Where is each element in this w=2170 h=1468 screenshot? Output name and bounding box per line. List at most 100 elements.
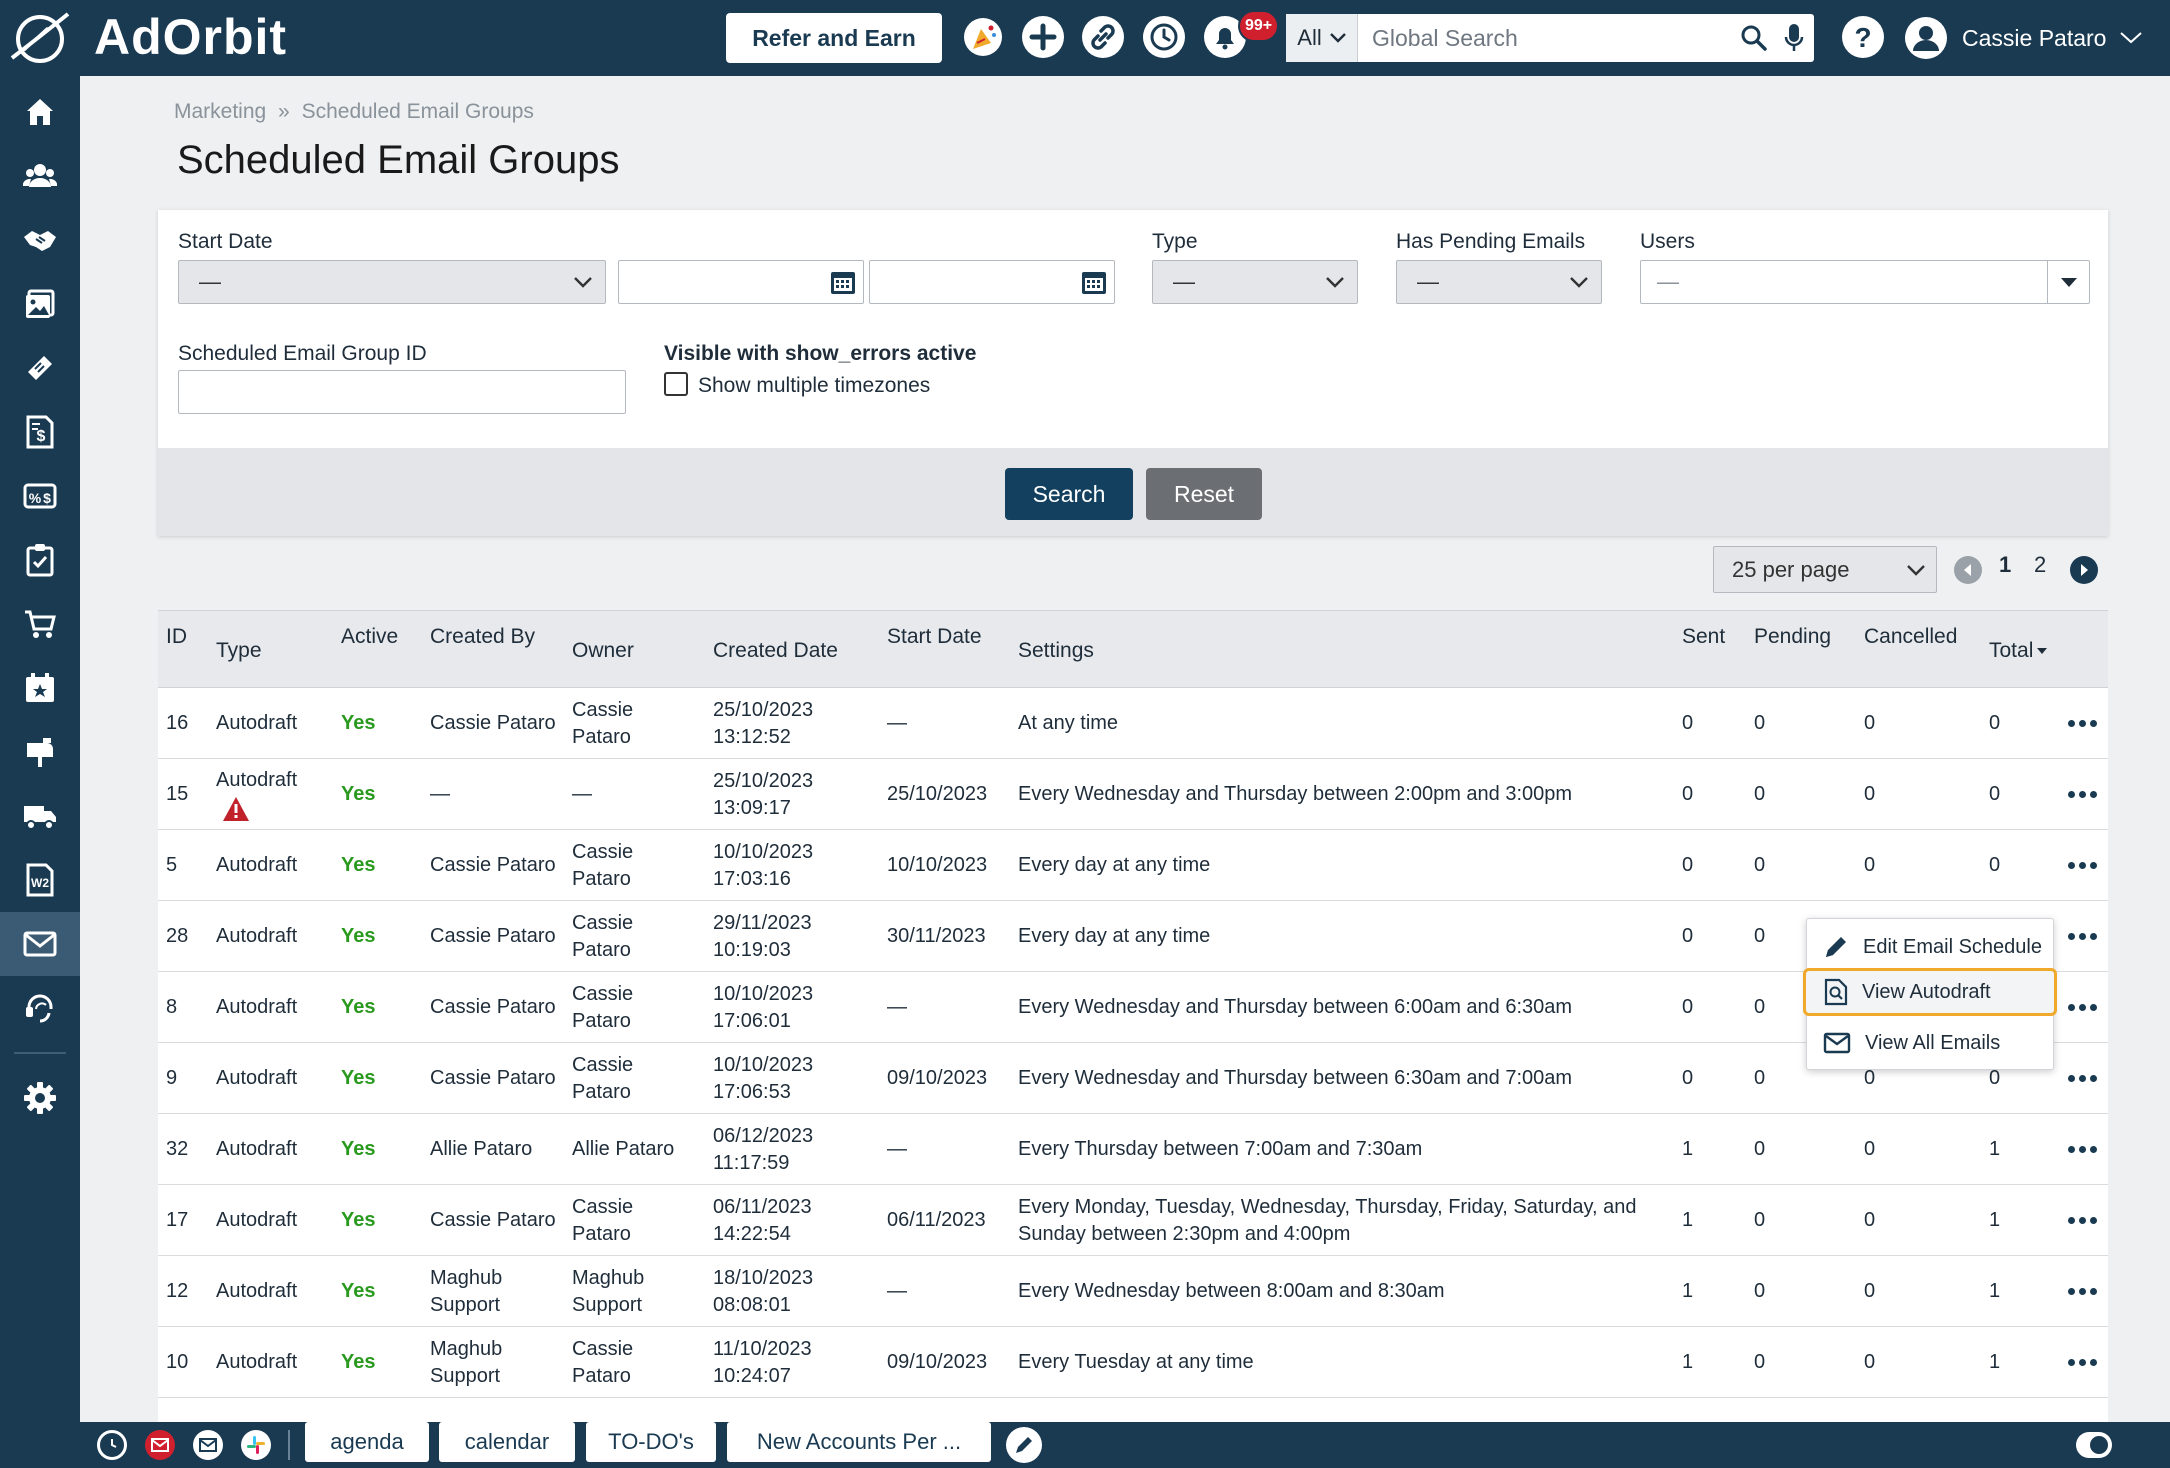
search-button[interactable]: Search [1005,468,1133,520]
mailbox-icon[interactable] [0,720,80,784]
col-settings[interactable]: Settings [1018,639,1094,662]
prev-page-icon[interactable] [1954,556,1982,584]
col-total[interactable]: Total [1989,639,2048,663]
inbox-icon[interactable] [193,1430,223,1460]
slack-icon[interactable] [241,1430,271,1460]
bell-icon[interactable] [1202,14,1248,60]
tab-new-accounts[interactable]: New Accounts Per ... [727,1422,991,1462]
app-logo[interactable]: AdOrbit [8,8,287,66]
invoice-icon[interactable]: $ [0,400,80,464]
page-1[interactable]: 1 [1999,552,2012,577]
row-actions-icon[interactable] [2068,1185,2097,1256]
row-actions-icon[interactable] [2068,1043,2097,1114]
mail-red-icon[interactable] [145,1430,175,1460]
history-icon[interactable] [1141,14,1187,60]
cell-total: 0 [1989,830,2000,901]
calendar-star-icon[interactable] [0,656,80,720]
col-sent[interactable]: Sent [1682,625,1726,648]
user-menu[interactable]: Cassie Pataro [1904,16,2143,60]
cell-line: 06/11/2023 [713,1195,812,1218]
start-date-to-input[interactable] [869,260,1115,304]
per-page-select[interactable]: 25 per page [1713,546,1937,593]
col-created-date[interactable]: Created Date [713,639,838,662]
group-id-input[interactable] [178,370,626,414]
col-owner[interactable]: Owner [572,639,634,662]
refer-and-earn-button[interactable]: Refer and Earn [726,13,942,63]
menu-view-all-emails[interactable]: View All Emails [1807,1019,2053,1067]
home-icon[interactable] [0,80,80,144]
tab-agenda[interactable]: agenda [305,1422,429,1462]
row-actions-icon[interactable] [2068,972,2097,1043]
col-created-by[interactable]: Created By [430,625,536,648]
show-multiple-timezones-checkbox[interactable] [664,372,688,396]
breadcrumb-marketing[interactable]: Marketing [174,100,267,123]
menu-edit-email-schedule[interactable]: Edit Email Schedule [1807,923,2053,971]
delivery-truck-icon[interactable] [0,784,80,848]
table-row[interactable]: 9 Autodraft Yes Cassie Pataro Cassie Pataro 10… [158,1043,2108,1114]
table-row[interactable]: 16 Autodraft Yes Cassie Pataro Cassie Pataro 2… [158,688,2108,759]
reset-button[interactable]: Reset [1146,468,1262,520]
tab-calendar[interactable]: calendar [439,1422,575,1462]
edit-circle-icon[interactable] [1006,1427,1042,1463]
cell-line: Allie Pataro [572,1138,675,1160]
row-actions-icon[interactable] [2068,1256,2097,1327]
tasks-icon[interactable] [0,528,80,592]
next-page-icon[interactable] [2070,556,2098,584]
settings-icon[interactable] [0,1066,80,1130]
warning-icon[interactable] [222,796,250,822]
table-row[interactable]: 5 Autodraft Yes Cassie Pataro Cassie Pataro 10… [158,830,2108,901]
start-date-select[interactable]: — [178,260,606,304]
help-icon[interactable]: ? [1840,14,1886,60]
table-row[interactable]: 17 Autodraft Yes Cassie Pataro Cassie Pataro 0… [158,1185,2108,1256]
row-actions-icon[interactable] [2068,688,2097,759]
has-pending-emails-select[interactable]: — [1396,260,1602,304]
media-icon[interactable] [0,272,80,336]
tab-todos[interactable]: TO-DO's [586,1422,716,1462]
row-actions-icon[interactable] [2068,830,2097,901]
show-multiple-timezones-label[interactable]: Show multiple timezones [698,374,931,397]
table-row[interactable]: 28 Autodraft Yes Cassie Pataro Cassie Pataro 2… [158,901,2108,972]
toggle-icon[interactable] [2076,1432,2112,1458]
global-search-input[interactable]: Global Search [1372,24,1518,51]
row-actions-icon[interactable] [2068,1114,2097,1185]
plus-icon[interactable] [1020,14,1066,60]
table-row[interactable]: 12 Autodraft Yes Maghub Support Maghub Support… [158,1256,2108,1327]
table-row[interactable]: 32 Autodraft Yes Allie Pataro Allie Pataro 06… [158,1114,2108,1185]
email-icon[interactable] [0,912,80,976]
notification-badge: 99+ [1238,10,1280,42]
users-dropdown-toggle[interactable] [2047,261,2089,303]
ticket-icon[interactable] [0,336,80,400]
type-select[interactable]: — [1152,260,1358,304]
table-row[interactable]: 15 Autodraft Yes — —25/10/2023 13:09:17 25/10/… [158,759,2108,830]
support-icon[interactable] [0,976,80,1040]
calendar-icon[interactable] [1080,268,1108,296]
row-actions-icon[interactable] [2068,1327,2097,1398]
cart-icon[interactable] [0,592,80,656]
party-icon[interactable] [960,14,1006,60]
page-2[interactable]: 2 [2034,552,2047,577]
col-type[interactable]: Type [216,639,262,662]
handshake-icon[interactable] [0,208,80,272]
col-cancelled[interactable]: Cancelled [1864,625,1958,648]
row-actions-icon[interactable] [2068,759,2097,830]
col-id[interactable]: ID [166,625,187,648]
w2-icon[interactable]: W2 [0,848,80,912]
users-select[interactable]: — [1640,260,2090,304]
link-icon[interactable] [1080,14,1126,60]
microphone-icon[interactable] [1774,23,1814,53]
search-scope-select[interactable]: All [1286,14,1358,62]
clock-icon[interactable] [97,1430,127,1460]
calendar-icon[interactable] [829,268,857,296]
search-icon[interactable] [1734,24,1774,52]
col-pending[interactable]: Pending [1754,625,1832,648]
table-row[interactable]: 8 Autodraft Yes Cassie Pataro Cassie Pataro 10… [158,972,2108,1043]
cell-line: 18/10/2023 [713,1266,814,1289]
contacts-icon[interactable] [0,144,80,208]
row-actions-icon[interactable] [2068,901,2097,972]
billing-icon[interactable]: % $ [0,464,80,528]
table-row[interactable]: 10 Autodraft Yes Maghub Support Cassie Pataro 1… [158,1327,2108,1398]
col-active[interactable]: Active [341,625,399,648]
col-start-date[interactable]: Start Date [887,625,982,648]
start-date-from-input[interactable] [618,260,864,304]
menu-view-autodraft[interactable]: View Autodraft [1803,968,2057,1016]
